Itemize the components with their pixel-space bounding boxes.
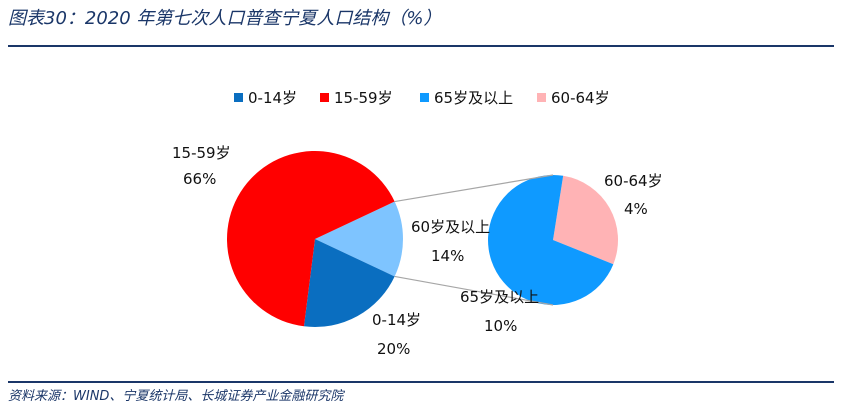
label-65plus-value: 10% <box>484 317 517 335</box>
label-60-64-value: 4% <box>624 200 648 218</box>
label-0-14-value: 20% <box>377 340 410 358</box>
secondary-slice-65岁及以上 <box>488 174 614 305</box>
data-labels: 15-59岁 66% 60岁及以上 14% 0-14岁 20% 65岁及以上 1… <box>172 144 663 358</box>
main-pie <box>226 151 403 328</box>
secondary-pie <box>488 174 619 305</box>
legend-label-2: 65岁及以上 <box>434 89 513 107</box>
main-slice-15-59岁 <box>226 151 395 327</box>
connector-line-bottom <box>394 275 554 306</box>
legend-label-3: 60-64岁 <box>551 89 610 107</box>
legend-label-1: 15-59岁 <box>334 89 393 107</box>
title-divider <box>8 45 834 47</box>
legend-label-0: 0-14岁 <box>248 89 297 107</box>
legend-swatch-0 <box>234 93 243 102</box>
label-0-14-name: 0-14岁 <box>372 311 421 329</box>
chart-title: 图表30：2020 年第七次人口普查宁夏人口结构（%） <box>8 8 442 29</box>
secondary-slice-60-64岁 <box>553 175 619 265</box>
label-60plus-name: 60岁及以上 <box>411 218 490 236</box>
legend-swatch-2 <box>420 93 429 102</box>
label-15-59-value: 66% <box>183 170 216 188</box>
footer-divider <box>8 381 834 383</box>
legend-swatch-1 <box>320 93 329 102</box>
legend-swatch-3 <box>537 93 546 102</box>
label-15-59-name: 15-59岁 <box>172 144 231 162</box>
legend: 0-14岁 15-59岁 65岁及以上 60-64岁 <box>234 89 610 107</box>
main-slice-0-14岁 <box>303 239 395 328</box>
source-note: 资料来源：WIND、宁夏统计局、长城证券产业金融研究院 <box>8 389 344 404</box>
label-65plus-name: 65岁及以上 <box>460 288 539 306</box>
connector-line-top <box>394 174 554 203</box>
label-60plus-value: 14% <box>431 247 464 265</box>
label-60-64-name: 60-64岁 <box>604 172 663 190</box>
main-slice-60岁及以上 <box>315 201 403 277</box>
connector-lines <box>394 174 554 306</box>
